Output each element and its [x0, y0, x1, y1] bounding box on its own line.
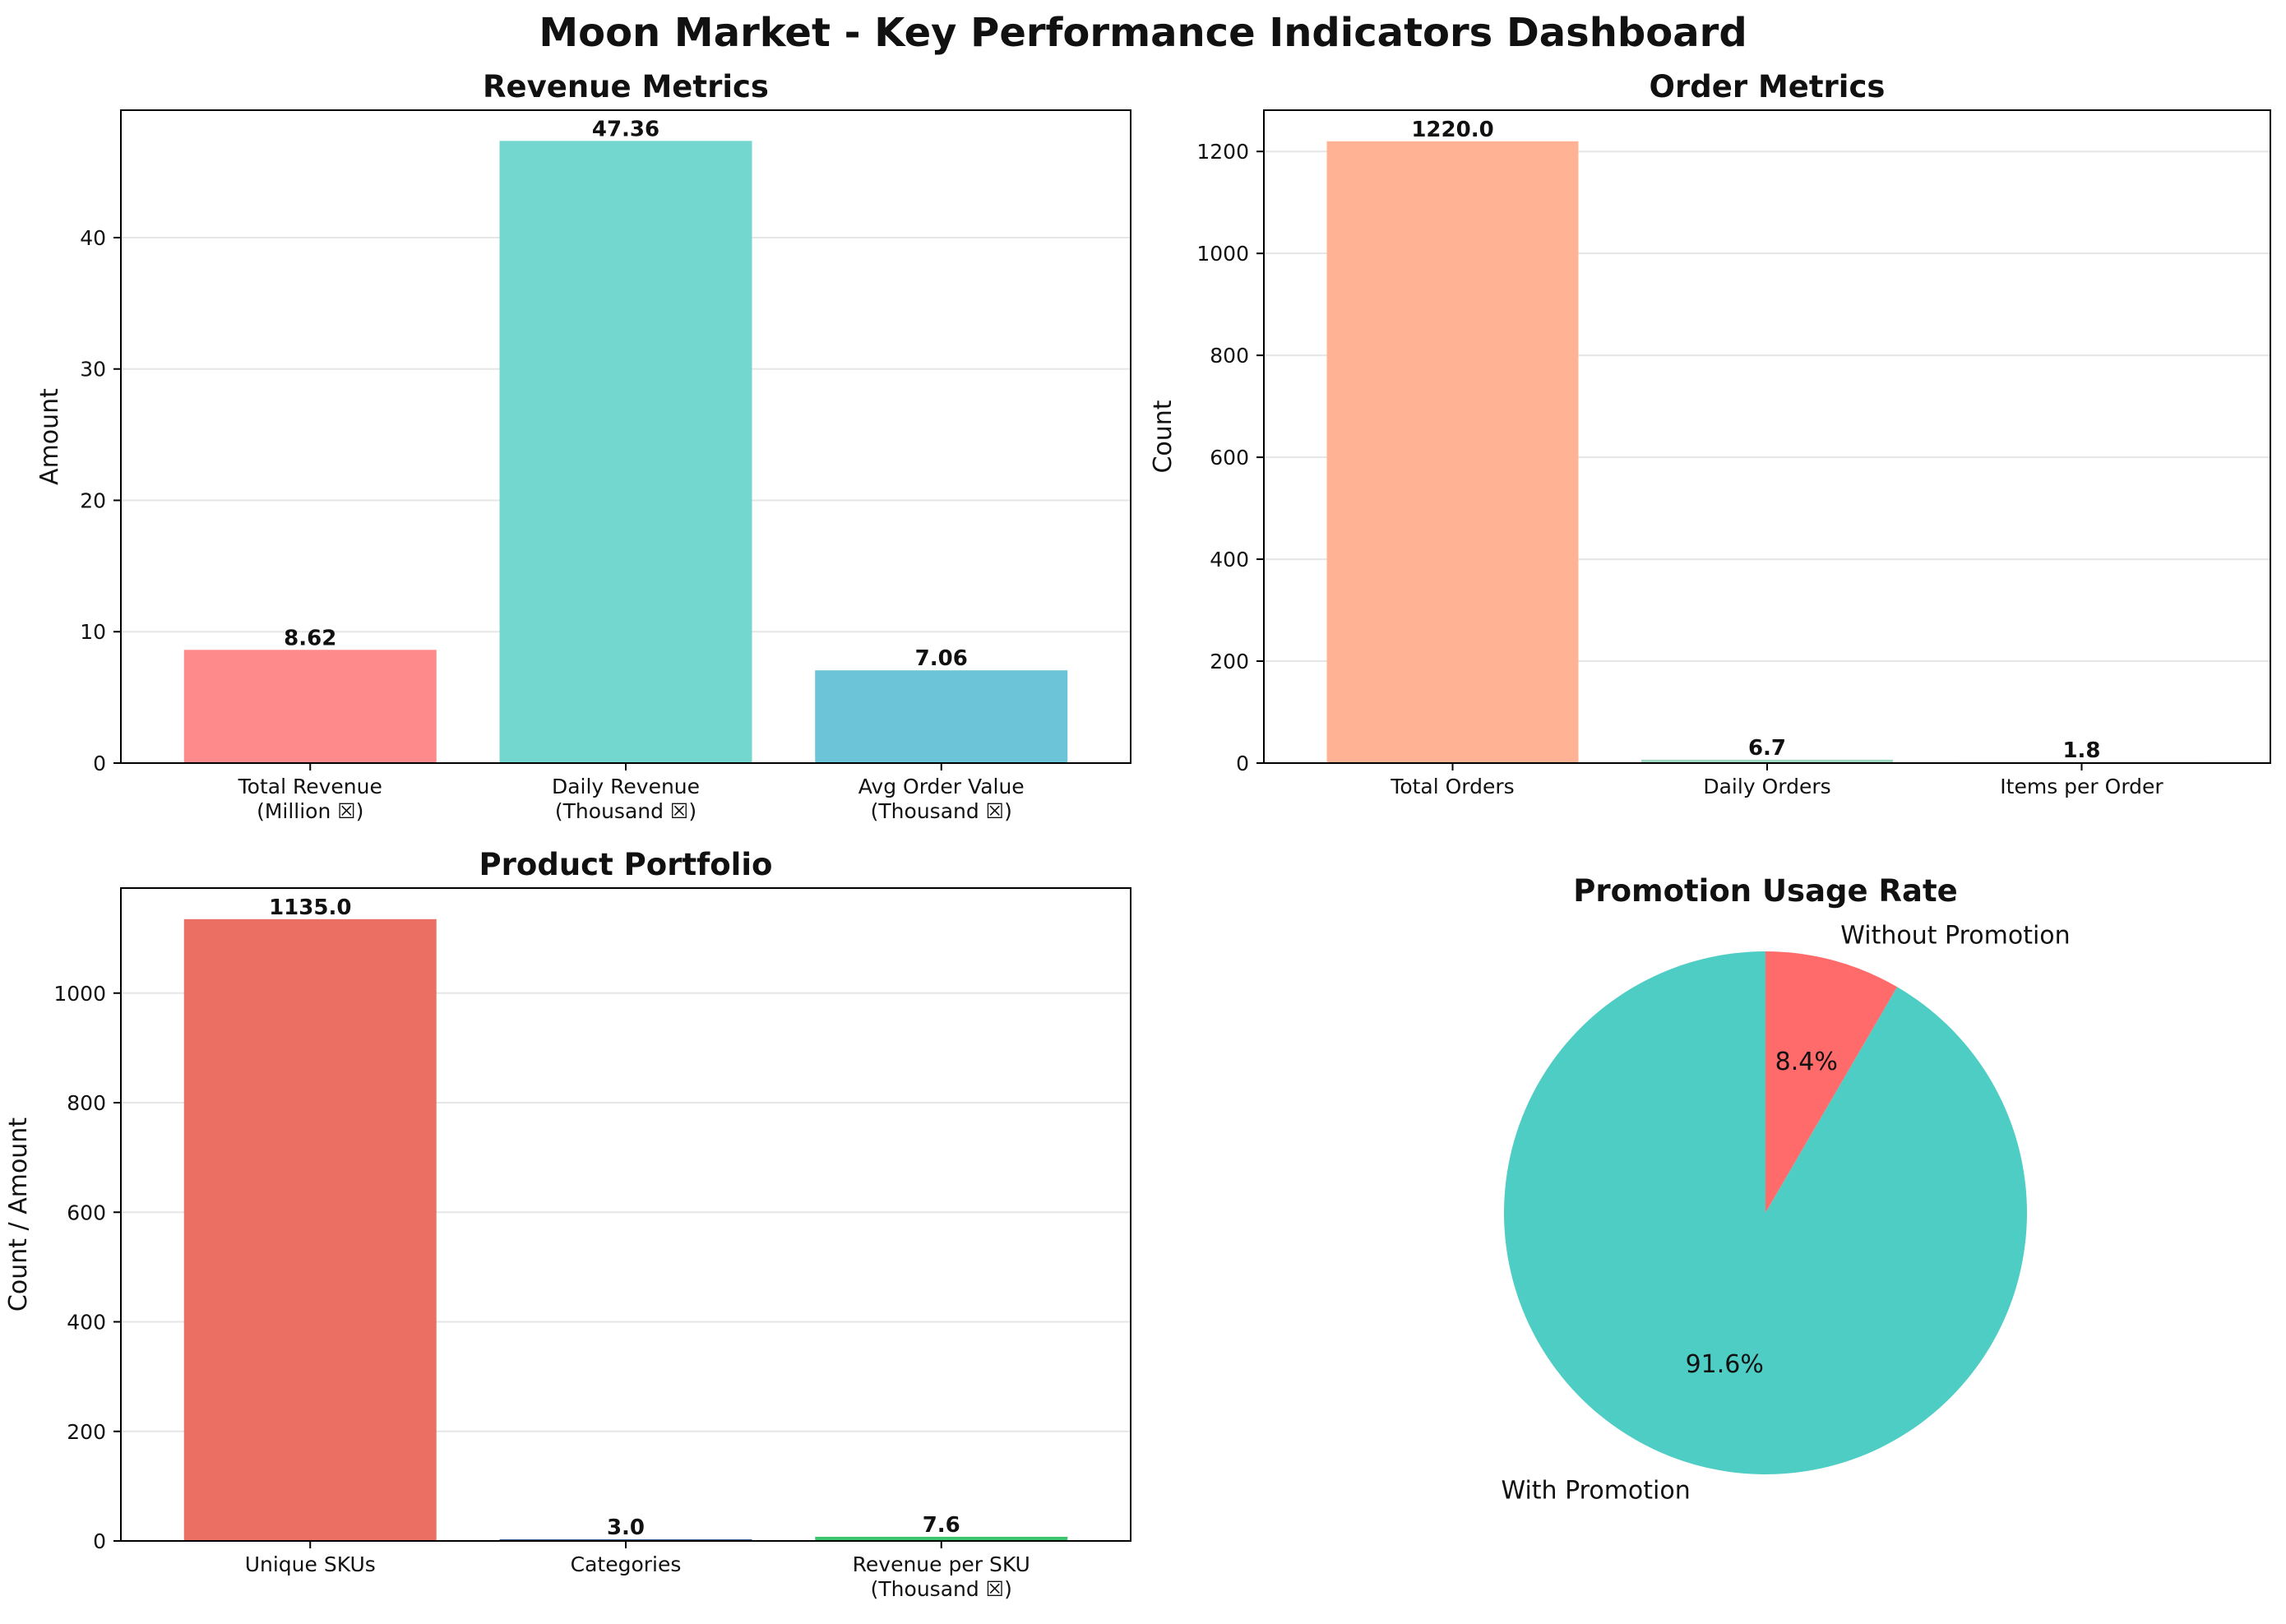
bar-value-label: 8.62 [284, 626, 336, 650]
x-tick-label: Revenue per SKU (Thousand ☒) [853, 1552, 1030, 1601]
pie-slice [1765, 951, 1898, 1213]
x-tick-label: Total Orders [1390, 775, 1514, 798]
y-tick-label: 200 [67, 1420, 106, 1444]
x-tick-label-line: Daily Orders [1703, 775, 1830, 798]
bar-value-label: 47.36 [592, 117, 659, 141]
y-tick-label: 1000 [53, 982, 106, 1006]
page-title: Moon Market - Key Performance Indicators… [539, 10, 1747, 56]
pie-slice-label: With Promotion [1501, 1477, 1690, 1506]
bar-value-label: 1.8 [2062, 738, 2100, 763]
y-tick-label: 20 [80, 488, 106, 512]
y-tick-label: 1000 [1196, 242, 1249, 266]
y-tick-label: 600 [67, 1201, 106, 1224]
revenue-metrics-panel: 0 10 20 30 40 Total Revenue (Million ☒) Daily R… [35, 69, 1131, 823]
pie-percent-label: 91.6% [1686, 1350, 1764, 1379]
bar-value-label: 1220.0 [1411, 118, 1493, 142]
panel-title: Product Portfolio [479, 847, 773, 882]
bar [183, 650, 437, 763]
panel-title: Order Metrics [1650, 69, 1886, 104]
bar [1641, 759, 1893, 763]
x-tick-label: Categories [571, 1552, 682, 1576]
x-tick-label: Items per Order [2000, 775, 2163, 798]
promotion-usage-panel: 8.4% Without Promotion 91.6% With Promotion… [1501, 873, 2070, 1506]
y-axis-label: Count [1149, 400, 1178, 473]
order-metrics-panel: 0 200 400 600 800 1000 1200 Total Orders Daily O… [1149, 69, 2271, 798]
bar-value-label: 3.0 [607, 1515, 645, 1540]
x-tick-label-line: (Million ☒) [257, 799, 363, 823]
x-tick-label-line: Daily Revenue [552, 775, 700, 798]
x-tick-label-line: Items per Order [2000, 775, 2163, 798]
bar-value-label: 6.7 [1748, 736, 1786, 761]
y-axis-label: Count / Amount [4, 1117, 33, 1312]
product-portfolio-panel: 0 200 400 600 800 1000 Unique SKUs Categories Re… [4, 847, 1131, 1601]
y-tick-label: 400 [67, 1311, 106, 1335]
bar [183, 918, 437, 1541]
y-tick-label: 800 [67, 1091, 106, 1115]
bar-value-label: 7.6 [923, 1513, 960, 1538]
y-tick-label: 10 [80, 620, 106, 644]
x-tick-label-line: Revenue per SKU [853, 1552, 1030, 1576]
x-tick-label-line: Total Revenue [238, 775, 382, 798]
y-tick-label: 800 [1210, 344, 1249, 368]
y-tick-label: 0 [93, 1529, 106, 1553]
x-tick-label: Total Revenue (Million ☒) [238, 775, 382, 823]
x-tick-label-line: Unique SKUs [245, 1552, 376, 1576]
x-tick-label-line: Categories [571, 1552, 682, 1576]
x-tick-label-line: (Thousand ☒) [871, 1577, 1012, 1601]
y-tick-label: 0 [1236, 752, 1249, 775]
panel-title: Revenue Metrics [483, 69, 769, 104]
bar [815, 1536, 1068, 1541]
y-tick-label: 40 [80, 226, 106, 250]
y-tick-label: 200 [1210, 650, 1249, 673]
y-tick-label: 600 [1210, 446, 1249, 470]
y-tick-label: 1200 [1196, 140, 1249, 164]
x-tick-label: Unique SKUs [245, 1552, 376, 1576]
x-tick-label-line: (Thousand ☒) [871, 799, 1012, 823]
y-tick-label: 0 [93, 752, 106, 775]
x-tick-label-line: Total Orders [1390, 775, 1514, 798]
x-tick-label: Daily Revenue (Thousand ☒) [552, 775, 700, 823]
x-tick-label: Avg Order Value (Thousand ☒) [858, 775, 1025, 823]
y-axis-label: Amount [35, 388, 64, 485]
bar-value-label: 1135.0 [269, 895, 351, 920]
pie-slice [1503, 951, 2027, 1474]
bar [1326, 141, 1579, 764]
bar [815, 670, 1068, 763]
bar-value-label: 7.06 [915, 646, 968, 671]
pie-percent-label: 8.4% [1775, 1048, 1838, 1076]
y-tick-label: 30 [80, 358, 106, 382]
x-tick-label-line: Avg Order Value [858, 775, 1025, 798]
x-tick-label-line: (Thousand ☒) [555, 799, 696, 823]
panel-title: Promotion Usage Rate [1573, 873, 1958, 909]
y-tick-label: 400 [1210, 548, 1249, 571]
bar [499, 141, 752, 764]
x-tick-label: Daily Orders [1703, 775, 1830, 798]
pie-slice-label: Without Promotion [1840, 921, 2070, 950]
